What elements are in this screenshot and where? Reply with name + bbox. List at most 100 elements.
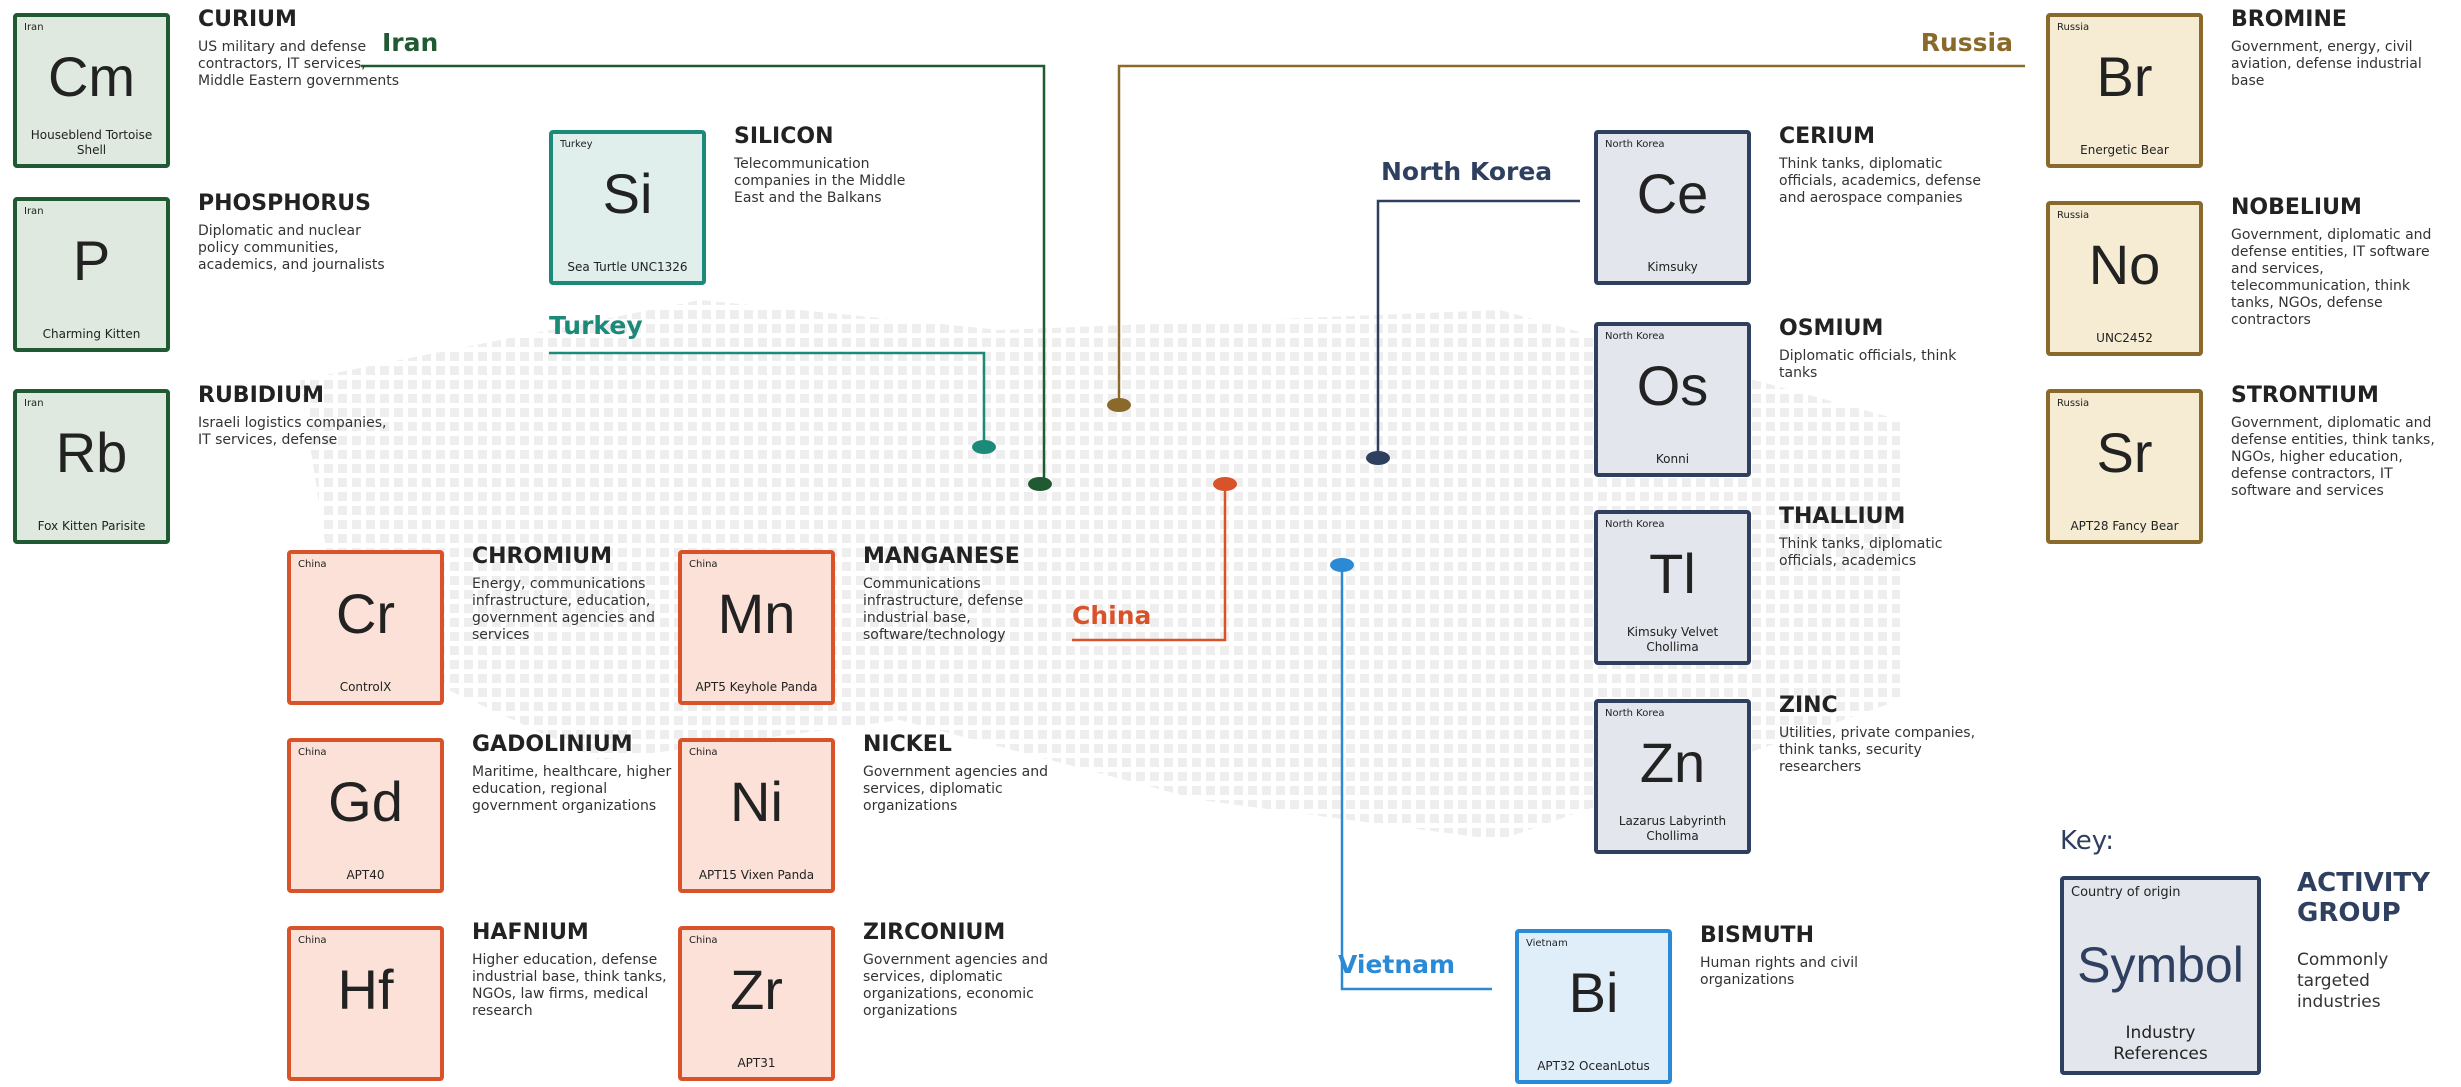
card-refs: Sea Turtle UNC1326: [567, 260, 688, 274]
group-name: NICKEL: [863, 732, 952, 757]
key-symbol: Symbol: [2077, 937, 2244, 993]
group-name: RUBIDIUM: [198, 383, 324, 408]
element-card: North Korea Os Konni: [1594, 322, 1751, 477]
group-targets: US military and defense contractors, IT …: [198, 39, 399, 89]
element-card: North Korea Tl Kimsuky Velvet Chollima: [1594, 510, 1751, 665]
element-card: Iran Rb Fox Kitten Parisite: [13, 389, 170, 544]
element-card: North Korea Zn Lazarus Labyrinth Chollima: [1594, 699, 1751, 854]
group-name: NOBELIUM: [2231, 195, 2362, 220]
element-card: China Cr ControlX: [287, 550, 444, 705]
connector-dot: [1330, 558, 1354, 572]
connector: [1072, 484, 1227, 642]
connector-dot: [1028, 477, 1052, 491]
element-card: China Ni APT15 Vixen Panda: [678, 738, 835, 893]
group-name: PHOSPHORUS: [198, 191, 371, 216]
group-targets: Diplomatic and nuclear policy communitie…: [198, 223, 385, 273]
card-country: Iran: [24, 398, 44, 409]
card-refs: Kimsuky: [1647, 260, 1698, 274]
card-refs: Charming Kitten: [42, 327, 141, 341]
card-symbol: P: [72, 229, 111, 292]
country-label: Vietnam: [1338, 950, 1456, 979]
key-country: Country of origin: [2071, 885, 2181, 900]
card-country: China: [689, 747, 718, 758]
group-targets: Think tanks, diplomatic officials, acade…: [1779, 536, 1943, 569]
element-card: China Mn APT5 Keyhole Panda: [678, 550, 835, 705]
element-card: China Hf: [287, 926, 444, 1081]
element-card: Iran Cm Houseblend Tortoise Shell: [13, 13, 170, 168]
element-card: Turkey Si Sea Turtle UNC1326: [549, 130, 706, 285]
card-refs: APT5 Keyhole Panda: [695, 680, 818, 694]
card-symbol: Cr: [335, 582, 396, 645]
card-country: North Korea: [1605, 708, 1665, 719]
key-title: Key:: [2060, 826, 2115, 856]
card-country: Iran: [24, 206, 44, 217]
card-refs: ControlX: [339, 680, 392, 694]
element-card: Russia Sr APT28 Fancy Bear: [2046, 389, 2203, 544]
card-refs: UNC2452: [2096, 331, 2153, 345]
key-targets: Commonly targeted industries: [2297, 950, 2389, 1012]
country-label: North Korea: [1381, 157, 1553, 186]
group-targets: Diplomatic officials, think tanks: [1779, 348, 1957, 381]
card-country: Vietnam: [1526, 938, 1568, 949]
key-refs: Industry References: [2113, 1023, 2208, 1064]
card-symbol: Si: [602, 162, 653, 225]
group-name: CURIUM: [198, 7, 297, 32]
element-card: China Gd APT40: [287, 738, 444, 893]
card-refs: APT31: [737, 1056, 776, 1070]
element-card: Russia No UNC2452: [2046, 201, 2203, 356]
group-targets: Government, diplomatic and defense entit…: [2231, 227, 2432, 328]
card-symbol: Hf: [337, 958, 394, 1021]
group-targets: Utilities, private companies, think tank…: [1779, 725, 1976, 775]
group-name: ZINC: [1779, 693, 1838, 718]
card-country: China: [298, 559, 327, 570]
group-targets: Government agencies and services, diplom…: [863, 764, 1048, 814]
card-country: Russia: [2057, 210, 2090, 221]
group-name: STRONTIUM: [2231, 383, 2379, 408]
country-label: Iran: [382, 28, 439, 57]
country-label: Russia: [1920, 28, 2013, 57]
connector: [549, 351, 986, 447]
card-refs: Energetic Bear: [2080, 143, 2169, 157]
world-map: [300, 300, 1900, 840]
card-symbol: Zn: [1639, 731, 1706, 794]
group-targets: Higher education, defense industrial bas…: [472, 952, 667, 1019]
group-targets: Think tanks, diplomatic officials, acade…: [1779, 156, 1981, 206]
key-name: ACTIVITY GROUP: [2297, 868, 2430, 928]
group-name: BROMINE: [2231, 7, 2347, 32]
card-country: China: [689, 935, 718, 946]
group-name: OSMIUM: [1779, 316, 1884, 341]
card-refs: APT32 OceanLotus: [1537, 1059, 1650, 1073]
connector-dot: [1366, 451, 1390, 465]
group-targets: Human rights and civil organizations: [1700, 955, 1859, 988]
group-targets: Government, diplomatic and defense entit…: [2231, 415, 2435, 499]
country-label: China: [1072, 601, 1152, 630]
group-targets: Government agencies and services, diplom…: [863, 952, 1048, 1019]
card-symbol: Rb: [55, 421, 128, 484]
group-targets: Israeli logistics companies, IT services…: [198, 415, 387, 448]
element-card: Iran P Charming Kitten: [13, 197, 170, 352]
group-name: ZIRCONIUM: [863, 920, 1006, 945]
card-refs: Lazarus Labyrinth Chollima: [1618, 814, 1727, 843]
card-country: North Korea: [1605, 519, 1665, 530]
card-country: China: [298, 747, 327, 758]
group-name: MANGANESE: [863, 544, 1020, 569]
connector-dot: [1213, 477, 1237, 491]
group-name: CHROMIUM: [472, 544, 613, 569]
group-targets: Communications infrastructure, defense i…: [863, 576, 1024, 643]
card-refs: APT28 Fancy Bear: [2070, 519, 2179, 533]
card-refs: Konni: [1655, 452, 1690, 466]
card-symbol: Mn: [717, 582, 796, 645]
group-name: BISMUTH: [1700, 923, 1814, 948]
card-symbol: Os: [1636, 354, 1709, 417]
group-name: SILICON: [734, 124, 834, 149]
connector: [1117, 64, 2025, 405]
element-card: North Korea Ce Kimsuky: [1594, 130, 1751, 285]
card-symbol: Gd: [328, 770, 403, 833]
connector: [1340, 565, 1492, 991]
card-country: China: [689, 559, 718, 570]
card-symbol: Ni: [730, 770, 783, 833]
group-name: CERIUM: [1779, 124, 1876, 149]
card-symbol: Zr: [730, 958, 783, 1021]
